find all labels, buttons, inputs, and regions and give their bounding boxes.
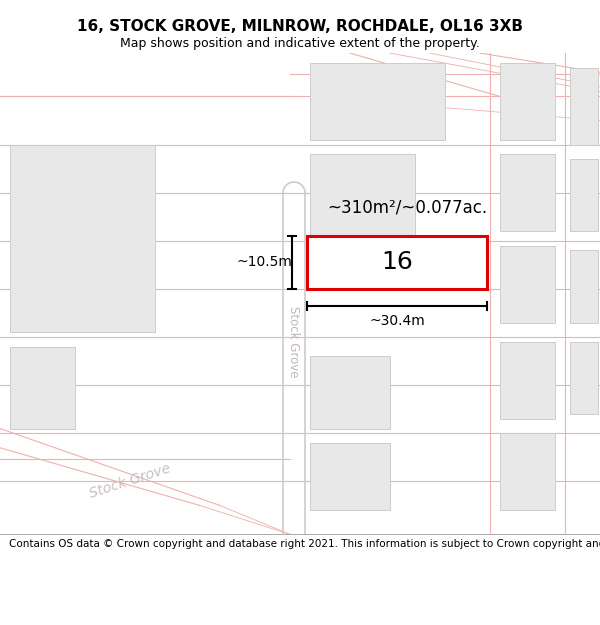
Bar — [500, 342, 555, 419]
Bar — [310, 62, 445, 140]
Text: Contains OS data © Crown copyright and database right 2021. This information is : Contains OS data © Crown copyright and d… — [9, 539, 600, 549]
Text: Stock Grove: Stock Grove — [88, 462, 172, 501]
Bar — [500, 246, 555, 322]
Text: 16: 16 — [381, 251, 413, 274]
Bar — [310, 443, 390, 510]
Text: ~310m²/~0.077ac.: ~310m²/~0.077ac. — [327, 198, 487, 216]
Bar — [310, 356, 390, 429]
Text: 16, STOCK GROVE, MILNROW, ROCHDALE, OL16 3XB: 16, STOCK GROVE, MILNROW, ROCHDALE, OL16… — [77, 19, 523, 34]
Text: Map shows position and indicative extent of the property.: Map shows position and indicative extent… — [120, 38, 480, 50]
Bar — [307, 236, 487, 289]
Bar — [10, 144, 155, 332]
Bar — [570, 251, 598, 322]
Text: Stock Grove: Stock Grove — [287, 306, 301, 378]
Text: ~10.5m: ~10.5m — [236, 256, 292, 269]
Bar — [500, 62, 555, 140]
Bar — [570, 68, 598, 144]
Bar — [500, 433, 555, 510]
Text: ~30.4m: ~30.4m — [369, 314, 425, 328]
Bar — [570, 159, 598, 231]
Bar — [10, 347, 75, 429]
Bar — [500, 154, 555, 231]
Bar — [310, 154, 415, 236]
Bar — [570, 342, 598, 414]
